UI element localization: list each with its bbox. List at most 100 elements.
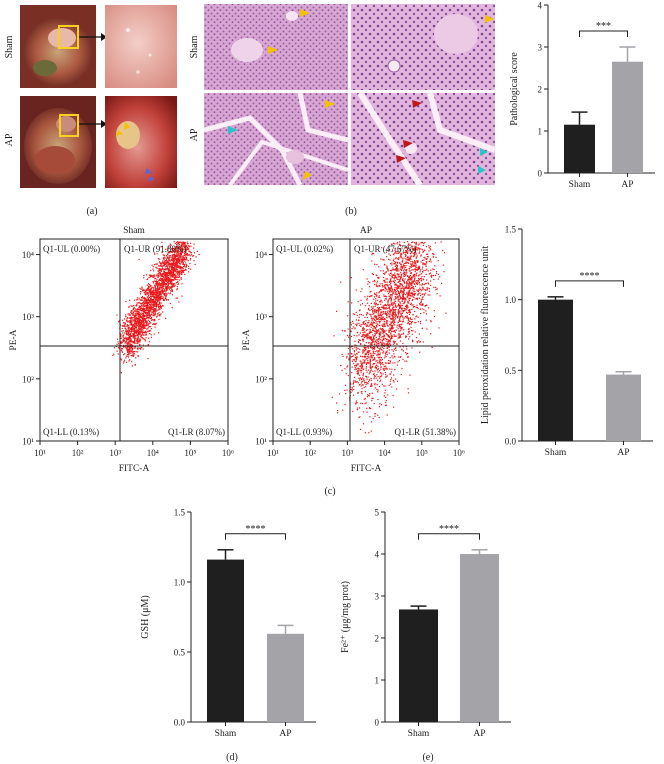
row-label-sham-b: Sham <box>189 35 200 58</box>
bar-ap <box>460 554 499 722</box>
x-tick-label: 10² <box>304 448 316 458</box>
y-tick-label: 10⁴ <box>22 250 34 260</box>
chart-gsh: 0.0 0.5 1.0 1.5 Sham AP **** GSH (μM) <box>140 508 316 739</box>
arrow-yellow-icon <box>485 15 494 23</box>
y-tick-label: 10³ <box>22 312 34 322</box>
y-tick-label: 10² <box>255 374 267 384</box>
y-axis-label: GSH (μM) <box>140 595 151 638</box>
x-tick-label: Sham <box>408 729 430 739</box>
y-tick-label: 4 <box>538 1 543 11</box>
x-tick-label: 10³ <box>109 448 121 458</box>
y-axis-label: Lipid peroxidation relative fluorescence… <box>480 246 491 424</box>
arrow-red-icon <box>396 155 406 163</box>
photo-ap-whole <box>20 96 96 188</box>
arrow-red-icon <box>403 140 413 148</box>
y-tick-label: 10¹ <box>255 437 267 447</box>
x-tick-label: Sham <box>215 729 237 739</box>
y-axis-label: Pathological score <box>509 52 520 126</box>
x-tick-label: 10⁵ <box>184 448 196 458</box>
zoom-arrows <box>79 33 107 128</box>
x-tick-label: 10¹ <box>34 448 46 458</box>
photo-sham-whole <box>20 5 96 88</box>
y-tick-label: 0.5 <box>505 366 517 376</box>
arrow-blue-icon <box>145 168 152 174</box>
y-tick-label: 1.0 <box>174 578 186 588</box>
arrow-yellow-icon <box>124 122 130 130</box>
arrow-cyan-icon <box>480 148 488 156</box>
y-tick-label: 0.0 <box>505 437 517 447</box>
y-tick-label: 5 <box>375 508 380 518</box>
x-tick-label: 10² <box>72 448 84 458</box>
y-tick-label: 1.5 <box>174 508 186 518</box>
y-tick-label: 10⁴ <box>255 250 267 260</box>
chart-pathological-score: 0 1 2 3 4 Sham AP *** Pathological score <box>509 1 655 190</box>
row-label-sham-a: Sham <box>4 35 15 58</box>
panel-label-c: (c) <box>324 486 335 497</box>
significance-label: **** <box>439 524 459 535</box>
arrow-cyan-icon <box>478 166 486 174</box>
panel-label-d: (d) <box>226 752 238 763</box>
flow-plot-ap: AP Q1-UL (0.02%) Q1-UR (47.67%) Q1-LL (0.93… <box>242 226 465 474</box>
x-axis-label: FITC-A <box>119 464 150 474</box>
quadrant-label-ll: Q1-LL (0.13%) <box>43 427 99 437</box>
bar-sham <box>399 609 438 722</box>
quadrant-label-ul: Q1-UL (0.02%) <box>276 244 333 254</box>
x-tick-label: AP <box>621 180 633 190</box>
x-tick-label: 10⁶ <box>453 448 465 458</box>
significance-bracket <box>418 533 480 540</box>
x-tick-label: 10⁴ <box>379 448 391 458</box>
significance-bracket <box>555 280 624 287</box>
photo-sham-zoom <box>105 5 177 88</box>
y-tick-label: 0 <box>375 718 380 728</box>
row-label-ap-b: AP <box>189 128 200 141</box>
y-tick-label: 3 <box>538 43 543 53</box>
histology-ap-high <box>351 91 497 187</box>
roi-box-ap <box>59 114 79 137</box>
y-tick-label: 0 <box>538 169 543 179</box>
event-dots <box>112 241 200 374</box>
y-tick-label: 10¹ <box>22 437 34 447</box>
significance-bracket <box>579 30 628 37</box>
quadrant-label-ur: Q1-UR (91.80%) <box>124 244 187 254</box>
panel-b-histology: Sham AP <box>189 4 497 217</box>
y-tick-label: 2 <box>375 634 380 644</box>
y-axis-label: PE-A <box>242 329 252 350</box>
arrow-yellow-icon <box>325 100 335 108</box>
panel-label-e: (e) <box>422 752 433 763</box>
event-dots <box>331 241 447 434</box>
quadrant-label-ur: Q1-UR (47.67%) <box>354 244 417 254</box>
arrow-red-icon <box>412 100 422 108</box>
bar-sham <box>564 124 595 173</box>
bar-sham <box>207 559 244 722</box>
panel-label-b: (b) <box>345 206 357 217</box>
histology-ap-low <box>203 92 349 187</box>
x-tick-label: 10¹ <box>267 448 279 458</box>
arrow-yellow-icon <box>300 9 310 17</box>
quadrant-label-ll: Q1-LL (0.93%) <box>276 427 332 437</box>
y-axis-label: PE-A <box>9 329 19 350</box>
y-tick-label: 1 <box>375 676 380 686</box>
plot-frame <box>272 238 460 442</box>
bar-ap <box>612 61 643 174</box>
bar-ap <box>606 374 641 441</box>
histology-sham-high <box>351 4 495 90</box>
bar-sham <box>538 299 573 441</box>
y-axis-label: Fe²⁺ (μg/mg prot) <box>340 581 351 653</box>
chart-lipid-peroxidation: 0.0 0.5 1.0 1.5 Sham AP **** Lipid peroxidation… <box>480 225 653 458</box>
quadrant-label-ul: Q1-UL (0.00%) <box>43 244 100 254</box>
x-tick-label: 10³ <box>342 448 354 458</box>
y-tick-label: 10² <box>22 374 34 384</box>
flow-title: Sham <box>123 226 145 236</box>
x-tick-label: 10⁵ <box>416 448 428 458</box>
arrow-yellow-icon <box>268 46 278 54</box>
quadrant-label-lr: Q1-LR (8.07%) <box>168 427 225 437</box>
y-tick-label: 0.0 <box>174 718 186 728</box>
photo-ap-zoom <box>105 96 177 188</box>
row-label-ap-a: AP <box>4 133 15 146</box>
y-tick-label: 0.5 <box>174 648 186 658</box>
y-tick-label: 3 <box>375 592 380 602</box>
roi-box-sham <box>58 25 79 49</box>
y-tick-label: 4 <box>375 550 380 560</box>
x-tick-label: 10⁴ <box>147 448 159 458</box>
